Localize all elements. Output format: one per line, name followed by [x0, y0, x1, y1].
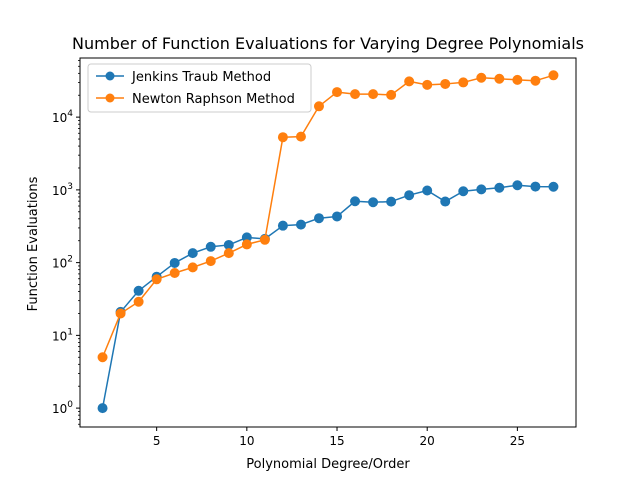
data-point — [332, 87, 343, 98]
data-point — [386, 89, 397, 100]
data-point — [97, 352, 108, 363]
data-point — [476, 184, 487, 195]
data-point — [313, 213, 324, 224]
data-point — [313, 101, 324, 112]
plot-area — [97, 70, 559, 414]
data-point — [187, 262, 198, 273]
data-point — [205, 241, 216, 252]
data-point — [368, 89, 379, 100]
data-point — [350, 89, 361, 100]
data-point — [259, 234, 270, 245]
x-tick-label: 20 — [420, 434, 435, 448]
data-point — [151, 274, 162, 285]
data-point — [458, 186, 469, 197]
x-tick-label: 25 — [510, 434, 525, 448]
legend-box — [87, 63, 312, 113]
data-point — [133, 285, 144, 296]
data-point — [386, 196, 397, 207]
legend-label: Newton Raphson Method — [132, 92, 295, 107]
data-point — [277, 220, 288, 231]
data-point — [404, 76, 415, 87]
y-tick-label: 102 — [52, 255, 73, 271]
data-point — [530, 181, 541, 192]
data-point — [548, 181, 559, 192]
data-point — [404, 190, 415, 201]
legend-item: Jenkins Traub Method — [96, 70, 271, 85]
data-point — [512, 180, 523, 191]
data-point — [512, 74, 523, 85]
data-point — [422, 79, 433, 90]
y-tick-label: 103 — [52, 182, 73, 198]
data-point — [241, 239, 252, 250]
x-axis-label: Polynomial Degree/Order — [246, 457, 410, 472]
data-point — [169, 268, 180, 278]
data-point — [295, 131, 306, 142]
data-point — [422, 185, 433, 196]
data-point — [440, 78, 451, 89]
data-point — [223, 248, 234, 259]
data-point — [548, 70, 559, 81]
data-point — [494, 182, 505, 193]
data-point — [476, 72, 487, 83]
data-point — [169, 257, 180, 268]
axes-frame — [79, 57, 577, 428]
data-point — [205, 256, 216, 267]
data-point — [97, 403, 108, 414]
data-point — [440, 196, 451, 207]
data-point — [494, 73, 505, 84]
y-axis-label: Function Evaluations — [26, 176, 41, 311]
series-2 — [97, 70, 559, 363]
data-point — [187, 248, 198, 259]
data-point — [368, 197, 379, 208]
chart-title: Number of Function Evaluations for Varyi… — [72, 34, 584, 53]
axes: 5 10 15 20 25 100 101 102 103 104 — [52, 57, 577, 448]
y-tick-label: 104 — [52, 109, 73, 125]
legend-marker — [105, 93, 115, 103]
legend-label: Jenkins Traub Method — [131, 70, 271, 85]
y-tick-label: 101 — [52, 327, 73, 343]
data-point — [530, 75, 541, 86]
x-tick-label: 5 — [153, 434, 161, 448]
data-point — [115, 308, 126, 319]
legend-marker — [105, 71, 115, 81]
legend: Jenkins Traub Method Newton Raphson Metho… — [87, 63, 312, 113]
data-point — [458, 77, 469, 88]
series-1 — [97, 180, 559, 414]
x-tick-label: 15 — [329, 434, 344, 448]
data-point — [350, 196, 361, 207]
y-tick-label: 100 — [52, 400, 73, 416]
data-point — [277, 132, 288, 143]
data-point — [295, 219, 306, 230]
x-tick-label: 10 — [239, 434, 254, 448]
legend-item: Newton Raphson Method — [96, 92, 295, 107]
data-point — [133, 296, 144, 307]
data-point — [332, 211, 343, 222]
data-point — [223, 239, 234, 250]
